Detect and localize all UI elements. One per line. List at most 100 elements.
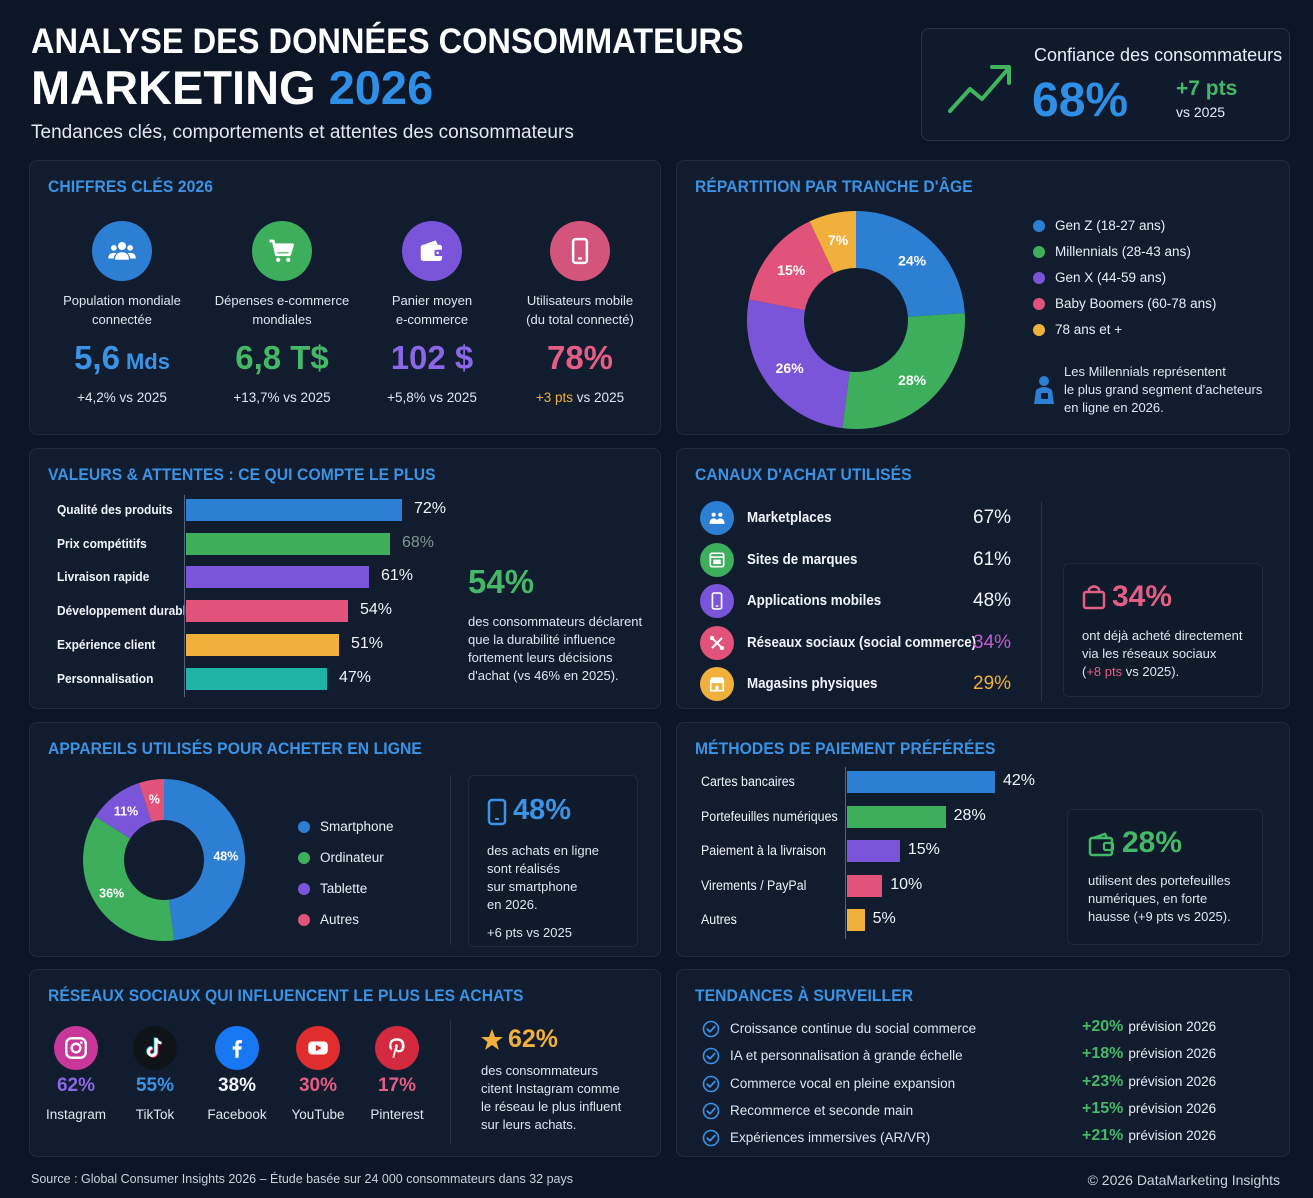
trend-label: IA et personnalisation à grande échelle <box>730 1048 963 1064</box>
devices-legend-label: Autres <box>320 912 360 927</box>
age-donut-chart: 24% 28% 26% 15% 7% <box>747 211 965 429</box>
key-figure-label-line2: e-commerce <box>395 312 469 327</box>
payment-bar <box>847 909 865 932</box>
channels-stat-text: ont déjà acheté directement via les rése… <box>1082 627 1242 681</box>
social-stat-line4: sur leurs achats. <box>481 1117 577 1132</box>
payment-title: MÉTHODES DE PAIEMENT PRÉFÉRÉES <box>695 739 996 758</box>
values-bar <box>186 600 348 623</box>
values-bar-label: 47% <box>339 668 372 686</box>
key-figure-value: 5,6 Mds <box>74 339 170 376</box>
age-title: RÉPARTITION PAR TRANCHE D'ÂGE <box>695 177 973 196</box>
page-title-year: 2026 <box>328 61 434 114</box>
values-bar-label: 68% <box>402 533 435 551</box>
key-figure-unit: Mds <box>125 349 170 374</box>
trend-value: +15% <box>1082 1099 1124 1117</box>
instagram-icon[interactable] <box>54 1026 98 1070</box>
trends-title: TENDANCES À SURVEILLER <box>695 986 914 1005</box>
age-legend-label: Gen Z (18-27 ans) <box>1055 218 1166 233</box>
devices-legend-label: Smartphone <box>320 819 394 834</box>
devices-slice-label: % <box>149 792 160 806</box>
age-legend-label: 78 ans et + <box>1055 322 1123 337</box>
channel-icon <box>700 625 734 660</box>
age-slice-label: 7% <box>828 232 849 248</box>
age-legend-label: Baby Boomers (60-78 ans) <box>1055 296 1217 311</box>
devices-legend-item: Tablette <box>298 881 367 896</box>
trend-forecast: +21% prévision 2026 <box>1082 1127 1216 1145</box>
channels-stat-line2: via les réseaux sociaux <box>1082 646 1217 661</box>
trend-suffix: prévision 2026 <box>1128 1128 1217 1144</box>
users-icon <box>108 242 136 260</box>
social-name: Facebook <box>207 1107 267 1122</box>
devices-stat-line1: des achats en ligne <box>487 843 600 858</box>
values-panel: VALEURS & ATTENTES : CE QUI COMPTE LE PL… <box>29 448 661 709</box>
page-subtitle: Tendances clés, comportements et attente… <box>31 122 574 143</box>
key-figures-title: CHIFFRES CLÉS 2026 <box>48 177 214 196</box>
shopping-bag-icon <box>1082 585 1106 610</box>
values-bar-label: 54% <box>360 601 393 619</box>
values-bar <box>186 667 327 690</box>
values-bar-category: Livraison rapide <box>57 569 150 585</box>
confidence-label: Confiance des consommateurs <box>1034 45 1283 65</box>
channels-divider <box>1041 501 1042 701</box>
key-figure-label: Dépenses e-commerce mondiales <box>192 291 372 329</box>
trend-value: +20% <box>1082 1018 1124 1035</box>
share-icon <box>709 635 725 650</box>
check-circle-icon <box>702 1129 720 1147</box>
check-circle-icon <box>702 1075 720 1092</box>
age-panel: RÉPARTITION PAR TRANCHE D'ÂGE 24% 28% 26% 1… <box>676 160 1290 435</box>
values-bar-category: Expérience client <box>57 636 156 652</box>
confidence-delta: +7 pts <box>1176 77 1238 100</box>
devices-slice-label: 11% <box>114 805 138 819</box>
mobile-icon <box>571 237 589 265</box>
devices-legend-label: Tablette <box>320 881 368 896</box>
social-value: 38% <box>217 1075 257 1096</box>
wallet-icon <box>420 240 444 261</box>
devices-slice <box>95 782 152 839</box>
devices-stat-line3: sur smartphone <box>487 879 578 894</box>
devices-slice <box>138 779 164 822</box>
trend-value: +18% <box>1082 1045 1124 1063</box>
values-stat-line3: fortement leurs décisions <box>468 650 613 665</box>
devices-slice <box>83 816 175 941</box>
key-figure-label-line1: Population mondiale <box>63 293 181 308</box>
legend-swatch <box>1033 219 1045 232</box>
wallet-icon <box>1088 832 1115 857</box>
values-stat-line4: d'achat (vs 46% en 2025). <box>468 668 619 683</box>
pinterest-icon[interactable] <box>375 1026 419 1070</box>
payment-big-stat: 28% <box>1122 826 1183 859</box>
youtube-icon[interactable] <box>296 1026 340 1070</box>
trend-forecast: +15% prévision 2026 <box>1082 1100 1216 1118</box>
devices-panel: APPAREILS UTILISÉS POUR ACHETER EN LIGNE… <box>29 722 661 957</box>
values-bar-label: 61% <box>381 567 414 585</box>
key-figure-label: Panier moyen e-commerce <box>352 291 512 329</box>
age-slice <box>856 211 965 317</box>
trend-up-icon <box>948 65 1011 113</box>
age-legend-item: Baby Boomers (60-78 ans) <box>1033 296 1216 311</box>
payment-bar-category: Virements / PayPal <box>701 877 807 893</box>
legend-swatch <box>298 851 310 864</box>
legend-swatch <box>1033 323 1045 336</box>
footer-source: Source : Global Consumer Insights 2026 –… <box>31 1172 573 1186</box>
channels-stat-line3: (+8 pts vs 2025). <box>1082 663 1242 681</box>
facebook-icon[interactable] <box>215 1026 259 1070</box>
channel-icon <box>700 542 734 577</box>
key-figure-label: Utilisateurs mobile (du total connecté) <box>500 291 660 329</box>
channels-title: CANAUX D'ACHAT UTILISÉS <box>695 465 912 484</box>
social-stat-line1: des consommateurs <box>481 1063 599 1078</box>
confidence-value: 68% <box>1032 74 1129 127</box>
channel-label: Marketplaces <box>747 510 832 526</box>
store-icon <box>709 512 725 524</box>
trend-label: Recommerce et seconde main <box>730 1102 914 1118</box>
legend-swatch <box>1033 271 1045 284</box>
trend-forecast: +18% prévision 2026 <box>1082 1045 1216 1063</box>
payment-stat-line2: numériques, en forte <box>1088 891 1208 906</box>
age-slice <box>748 221 834 311</box>
tiktok-icon[interactable] <box>133 1026 177 1070</box>
social-divider <box>450 1020 451 1144</box>
key-figure-change: +4,2% vs 2025 <box>77 390 167 405</box>
check-circle-icon <box>702 1047 720 1065</box>
trend-suffix: prévision 2026 <box>1128 1019 1217 1034</box>
key-figure-icon <box>252 221 312 281</box>
check-circle-icon <box>702 1102 720 1120</box>
age-slice-label: 28% <box>898 372 927 388</box>
